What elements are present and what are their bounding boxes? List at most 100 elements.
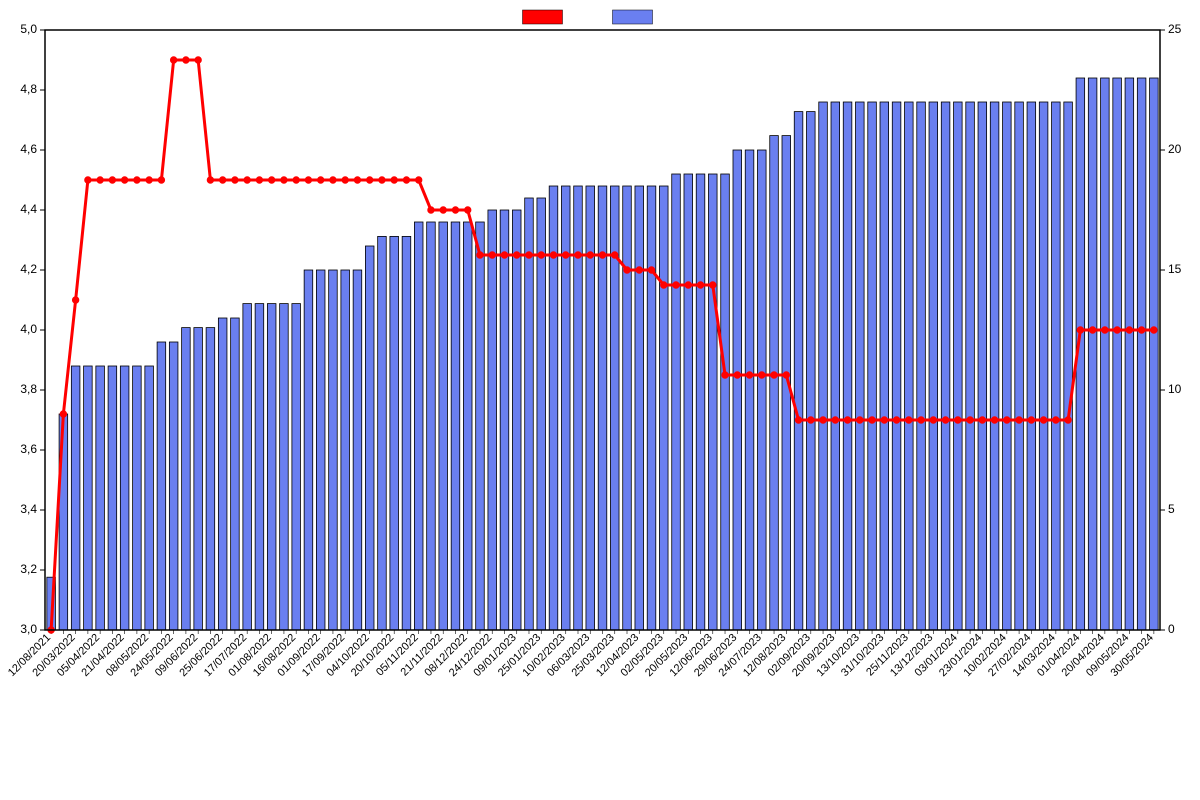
bar [243,304,252,630]
line-marker [109,177,115,183]
line-marker [991,417,997,423]
bar [757,150,766,630]
line-marker [538,252,544,258]
bar [96,366,105,630]
line-marker [60,411,66,417]
bar [1150,78,1159,630]
line-marker [1126,327,1132,333]
bar [856,102,865,630]
bar [831,102,840,630]
line-marker [489,252,495,258]
line-marker [599,252,605,258]
line-marker [452,207,458,213]
line-marker [832,417,838,423]
line-marker [317,177,323,183]
line-marker [967,417,973,423]
line-marker [514,252,520,258]
bar [1064,102,1073,630]
y-left-tick-label: 4,6 [20,142,37,156]
line-marker [268,177,274,183]
bar [488,210,497,630]
line-marker [563,252,569,258]
y-left-tick-label: 4,2 [20,262,37,276]
line-marker [305,177,311,183]
bar [218,318,227,630]
line-marker [575,252,581,258]
bar [402,236,411,630]
bar [206,328,215,630]
line-marker [906,417,912,423]
y-left-tick-label: 3,2 [20,562,37,576]
line-marker [391,177,397,183]
bar [108,366,117,630]
line-marker [771,372,777,378]
bar [892,102,901,630]
line-marker [232,177,238,183]
y-left-tick-label: 3,0 [20,622,37,636]
line-marker [734,372,740,378]
y-right-tick-label: 5 [1168,502,1175,516]
bar [451,222,460,630]
line-marker [1053,417,1059,423]
y-right-tick-label: 20 [1168,142,1182,156]
line-marker [281,177,287,183]
y-left-axis: 3,03,23,43,63,84,04,24,44,64,85,0 [20,22,45,636]
y-left-tick-label: 5,0 [20,22,37,36]
bar [231,318,240,630]
bar [721,174,730,630]
bar [427,222,436,630]
bar [978,102,987,630]
line-marker [379,177,385,183]
bar [917,102,926,630]
bar [659,186,668,630]
bar [267,304,276,630]
y-right-tick-label: 10 [1168,382,1182,396]
line-marker [624,267,630,273]
line-marker [526,252,532,258]
bar [316,270,325,630]
y-left-tick-label: 4,8 [20,82,37,96]
bar [1039,102,1048,630]
line-marker [158,177,164,183]
bar [329,270,338,630]
bar [525,198,534,630]
line-marker [1016,417,1022,423]
bar [1088,78,1097,630]
bar [439,222,448,630]
bar [794,112,803,630]
line-marker [1040,417,1046,423]
bar [341,270,350,630]
line-marker [759,372,765,378]
line-marker [979,417,985,423]
bar [390,236,399,630]
bar [353,270,362,630]
bar [512,210,521,630]
line-marker [416,177,422,183]
line-marker [477,252,483,258]
bar [378,236,387,630]
line-marker [256,177,262,183]
line-marker [783,372,789,378]
bar [807,112,816,630]
line-marker [722,372,728,378]
bar [954,102,963,630]
line-marker [1114,327,1120,333]
bar [647,186,656,630]
bar [169,342,178,630]
line-marker [685,282,691,288]
line-marker [403,177,409,183]
line-marker [97,177,103,183]
combo-chart: 3,03,23,43,63,84,04,24,44,64,85,00510152… [0,0,1200,800]
line-marker [366,177,372,183]
line-marker [1028,417,1034,423]
bar [1027,102,1036,630]
line-marker [746,372,752,378]
y-right-tick-label: 25 [1168,22,1182,36]
line-marker [428,207,434,213]
bar [255,304,264,630]
line-marker [587,252,593,258]
line-marker [85,177,91,183]
line-marker [857,417,863,423]
bar [304,270,313,630]
line-marker [170,57,176,63]
